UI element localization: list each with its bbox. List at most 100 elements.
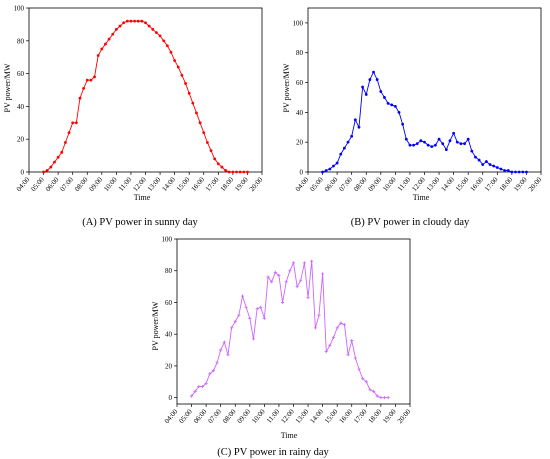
chart-c-point: [302, 261, 307, 265]
chart-b-ytick-label: 40: [296, 109, 304, 117]
chart-c-point: [291, 261, 296, 265]
chart-b-point: [339, 152, 343, 156]
chart-c-xtick-label: 13:00: [294, 407, 311, 425]
chart-a-point: [122, 21, 126, 25]
chart-a-xtick-label: 08:00: [73, 175, 90, 193]
chart-c-xtick-label: 04:00: [163, 407, 180, 425]
chart-c-point: [248, 316, 252, 320]
chart-b-point: [455, 140, 459, 144]
chart-a-ytick-label: 100: [14, 5, 25, 13]
chart-c-point: [262, 316, 266, 320]
chart-b-xtick-label: 19:00: [512, 175, 529, 193]
chart-a-xlabel: Time: [134, 193, 151, 202]
chart-a-xtick-label: 06:00: [44, 175, 61, 193]
chart-c-point: [211, 369, 216, 373]
chart-a-point: [96, 54, 100, 57]
chart-a-xtick-label: 18:00: [219, 175, 236, 193]
chart-c-ytick-label: 40: [165, 331, 173, 339]
chart-b-point: [444, 148, 448, 152]
chart-c-point: [266, 275, 270, 279]
chart-b-ytick-label: 20: [296, 139, 304, 147]
chart-a-point: [56, 155, 60, 159]
chart-b-point: [521, 170, 525, 174]
chart-a-point: [125, 19, 129, 23]
chart-a-point: [158, 34, 162, 38]
chart-b-frame: [307, 7, 542, 173]
chart-b-point: [510, 170, 514, 174]
chart-c-xtick-label: 06:00: [192, 407, 209, 425]
chart-b-ytick-label: 80: [296, 49, 304, 57]
chart-a-caption: (A) PV power in sunny day: [82, 217, 198, 228]
chart-c-xtick-label: 08:00: [221, 407, 238, 425]
chart-b-point: [335, 161, 339, 165]
chart-c-point: [310, 259, 314, 263]
chart-c-point: [208, 372, 212, 376]
chart-c-point: [204, 381, 208, 385]
chart-b-xtick-label: 17:00: [483, 175, 500, 193]
chart-b-point: [350, 134, 354, 138]
chart-a-point: [107, 37, 111, 41]
chart-a-point: [93, 75, 96, 79]
chart-b-point: [492, 164, 496, 168]
chart-b-point: [386, 102, 390, 105]
chart-a-point: [209, 149, 213, 153]
chart-a-point: [71, 121, 75, 125]
chart-b-xtick-label: 14:00: [439, 175, 456, 193]
chart-a-point: [198, 121, 202, 125]
chart-a-point: [129, 19, 133, 23]
chart-c-ytick-label: 80: [165, 267, 173, 275]
chart-b-cloudy: (B) PV power in cloudy day Time PV power…: [282, 7, 544, 228]
chart-c-point: [342, 323, 347, 327]
chart-b-point: [357, 125, 361, 129]
chart-c-point: [197, 384, 201, 389]
chart-a-point: [147, 24, 151, 28]
chart-b-ylabel: PV power/MW: [282, 63, 291, 112]
chart-c-point: [317, 313, 321, 317]
chart-c-ytick-label: 100: [162, 236, 173, 244]
chart-c-point: [189, 394, 194, 398]
chart-b-point: [484, 160, 488, 163]
chart-b-point: [477, 158, 481, 162]
chart-b-point: [452, 131, 456, 135]
chart-a-xtick-label: 07:00: [59, 175, 76, 193]
chart-c-point: [219, 348, 223, 352]
chart-a-point: [169, 50, 173, 54]
chart-a-point: [165, 44, 169, 48]
chart-b-point: [397, 110, 401, 114]
chart-b-xtick-label: 06:00: [323, 175, 340, 193]
chart-a-point: [151, 27, 155, 31]
chart-c-ytick-label: 60: [165, 299, 173, 307]
chart-c-point: [353, 356, 357, 360]
chart-c-xtick-label: 19:00: [381, 407, 398, 425]
chart-c-caption: (C) PV power in rainy day: [217, 447, 329, 458]
chart-a-point: [45, 168, 49, 172]
chart-a-point: [155, 31, 158, 34]
chart-b-point: [379, 90, 383, 93]
chart-c-xtick-label: 17:00: [352, 407, 369, 425]
chart-b-xtick-label: 07:00: [338, 175, 355, 193]
chart-a-point: [162, 39, 166, 43]
chart-b-point: [448, 139, 452, 143]
chart-c-point: [255, 307, 259, 311]
chart-a-point: [224, 168, 227, 172]
chart-b-point: [426, 143, 430, 147]
chart-b-point: [346, 140, 350, 144]
chart-a-xtick-label: 16:00: [190, 175, 207, 193]
chart-b-point: [514, 170, 517, 174]
chart-c-point: [371, 389, 376, 393]
chart-a-point: [242, 170, 246, 174]
chart-c-point: [233, 319, 237, 324]
chart-a-point: [205, 141, 209, 144]
chart-b-point: [430, 145, 434, 149]
chart-b-point: [390, 103, 394, 107]
chart-a-xtick-label: 14:00: [160, 175, 177, 193]
chart-a-ytick-label: 60: [17, 70, 25, 78]
chart-c-xtick-label: 18:00: [367, 407, 384, 425]
chart-a-sunny: (A) PV power in sunny day Time PV power/…: [3, 5, 265, 229]
chart-b-point: [488, 163, 492, 166]
chart-b-point: [393, 105, 397, 108]
chart-c-point: [361, 377, 365, 381]
chart-c-point: [259, 305, 263, 309]
chart-a-point: [235, 170, 238, 174]
chart-b-ytick-label: 60: [296, 79, 304, 87]
